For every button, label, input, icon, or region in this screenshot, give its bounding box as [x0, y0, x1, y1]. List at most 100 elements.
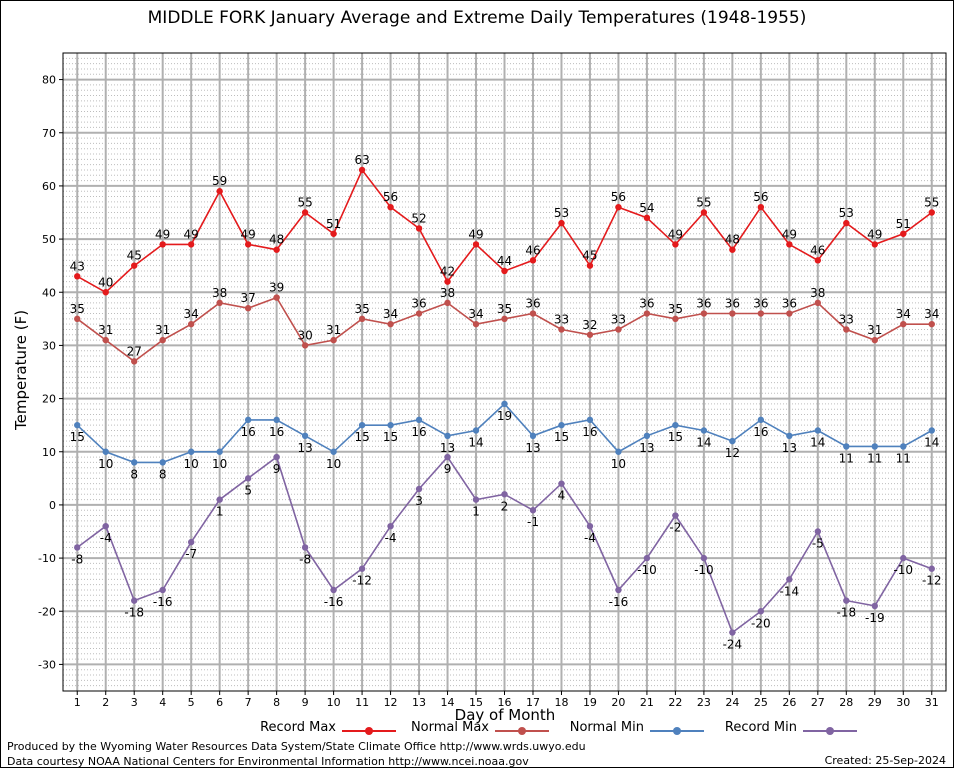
data-label: 54: [639, 201, 654, 215]
y-tick-label: -10: [38, 552, 56, 565]
data-label: 13: [782, 441, 797, 455]
data-point: [131, 262, 138, 269]
data-label: 49: [468, 227, 483, 241]
y-tick-label: 30: [42, 339, 56, 352]
data-label: 3: [415, 494, 423, 508]
data-point: [187, 448, 195, 455]
legend-label: Record Min: [724, 720, 797, 735]
x-tick-label: 20: [611, 696, 625, 709]
x-tick-label: 24: [725, 696, 739, 709]
data-point: [928, 565, 935, 572]
data-point: [672, 512, 679, 519]
data-label: 34: [896, 307, 911, 321]
data-label: -8: [71, 552, 83, 566]
data-label: 16: [241, 425, 256, 439]
data-label: -4: [584, 531, 596, 545]
data-label: 10: [326, 457, 341, 471]
data-point: [330, 448, 337, 455]
data-point: [358, 565, 366, 572]
x-tick-label: 23: [697, 696, 711, 709]
data-label: 10: [611, 457, 626, 471]
x-tick-label: 17: [526, 696, 540, 709]
data-point: [900, 320, 907, 328]
data-point: [586, 331, 594, 338]
data-label: 9: [273, 462, 281, 476]
data-point: [387, 320, 394, 328]
data-label: 1: [216, 505, 224, 519]
legend-marker-swatch: [826, 727, 834, 735]
data-label: 8: [159, 467, 167, 481]
legend-item-normal-max: Normal Max: [353, 720, 553, 738]
data-point: [729, 437, 736, 445]
data-label: 32: [582, 318, 597, 332]
data-point: [387, 522, 394, 530]
data-point: [615, 326, 622, 333]
data-point: [843, 597, 850, 604]
data-label: 14: [810, 435, 825, 449]
data-point: [700, 209, 708, 216]
data-point: [529, 310, 537, 317]
data-point: [786, 432, 793, 439]
data-label: 42: [440, 265, 455, 279]
data-label: 52: [411, 211, 426, 225]
x-tick-label: 15: [469, 696, 483, 709]
x-tick-label: 6: [216, 696, 223, 709]
data-label: 46: [525, 243, 540, 257]
data-point: [501, 491, 508, 498]
data-label: 13: [639, 441, 654, 455]
data-point: [529, 507, 537, 514]
data-point: [387, 203, 394, 211]
data-point: [358, 315, 366, 323]
data-point: [358, 166, 366, 174]
data-label: 51: [896, 217, 911, 231]
data-label: 34: [468, 307, 483, 321]
x-tick-label: 16: [498, 696, 512, 709]
data-label: 56: [611, 190, 626, 204]
data-point: [216, 299, 223, 307]
data-point: [501, 267, 508, 275]
data-label: -12: [922, 574, 942, 588]
x-tick-label: 5: [188, 696, 195, 709]
data-label: 36: [525, 297, 540, 311]
data-point: [814, 427, 822, 434]
data-label: 48: [725, 233, 740, 247]
data-label: 49: [668, 227, 683, 241]
legend-marker-swatch: [365, 727, 373, 735]
legend-marker-swatch: [518, 727, 526, 735]
data-point: [615, 586, 622, 594]
data-label: 11: [839, 451, 854, 465]
data-point: [244, 241, 252, 248]
x-axis-label: Day of Month: [454, 706, 556, 724]
data-point: [558, 480, 565, 487]
data-label: -1: [527, 515, 539, 529]
data-label: 49: [241, 227, 256, 241]
legend-item-record-max: Record Max: [200, 720, 400, 738]
x-tick-label: 1: [74, 696, 81, 709]
data-point: [871, 443, 878, 450]
x-tick-label: 3: [131, 696, 138, 709]
data-point: [615, 448, 622, 455]
x-tick-label: 8: [273, 696, 280, 709]
x-tick-label: 31: [925, 696, 939, 709]
data-point: [159, 586, 166, 594]
legend-label: Normal Min: [569, 720, 644, 735]
data-label: 14: [696, 435, 711, 449]
data-label: 35: [354, 302, 369, 316]
x-tick-label: 11: [355, 696, 369, 709]
data-point: [159, 336, 166, 344]
x-tick-label: 21: [640, 696, 654, 709]
x-tick-label: 27: [811, 696, 825, 709]
x-tick-label: 30: [896, 696, 910, 709]
data-label: 63: [354, 153, 369, 167]
data-label: 8: [130, 467, 138, 481]
data-point: [786, 310, 793, 317]
data-label: -20: [751, 616, 771, 630]
data-point: [586, 262, 594, 269]
data-point: [244, 416, 252, 424]
data-point: [729, 629, 736, 636]
data-label: 34: [383, 307, 398, 321]
y-tick-label: 10: [42, 446, 56, 459]
data-label: -10: [637, 563, 657, 577]
legend-item-record-min: Record Min: [661, 720, 861, 738]
y-tick-label: 50: [42, 233, 56, 246]
